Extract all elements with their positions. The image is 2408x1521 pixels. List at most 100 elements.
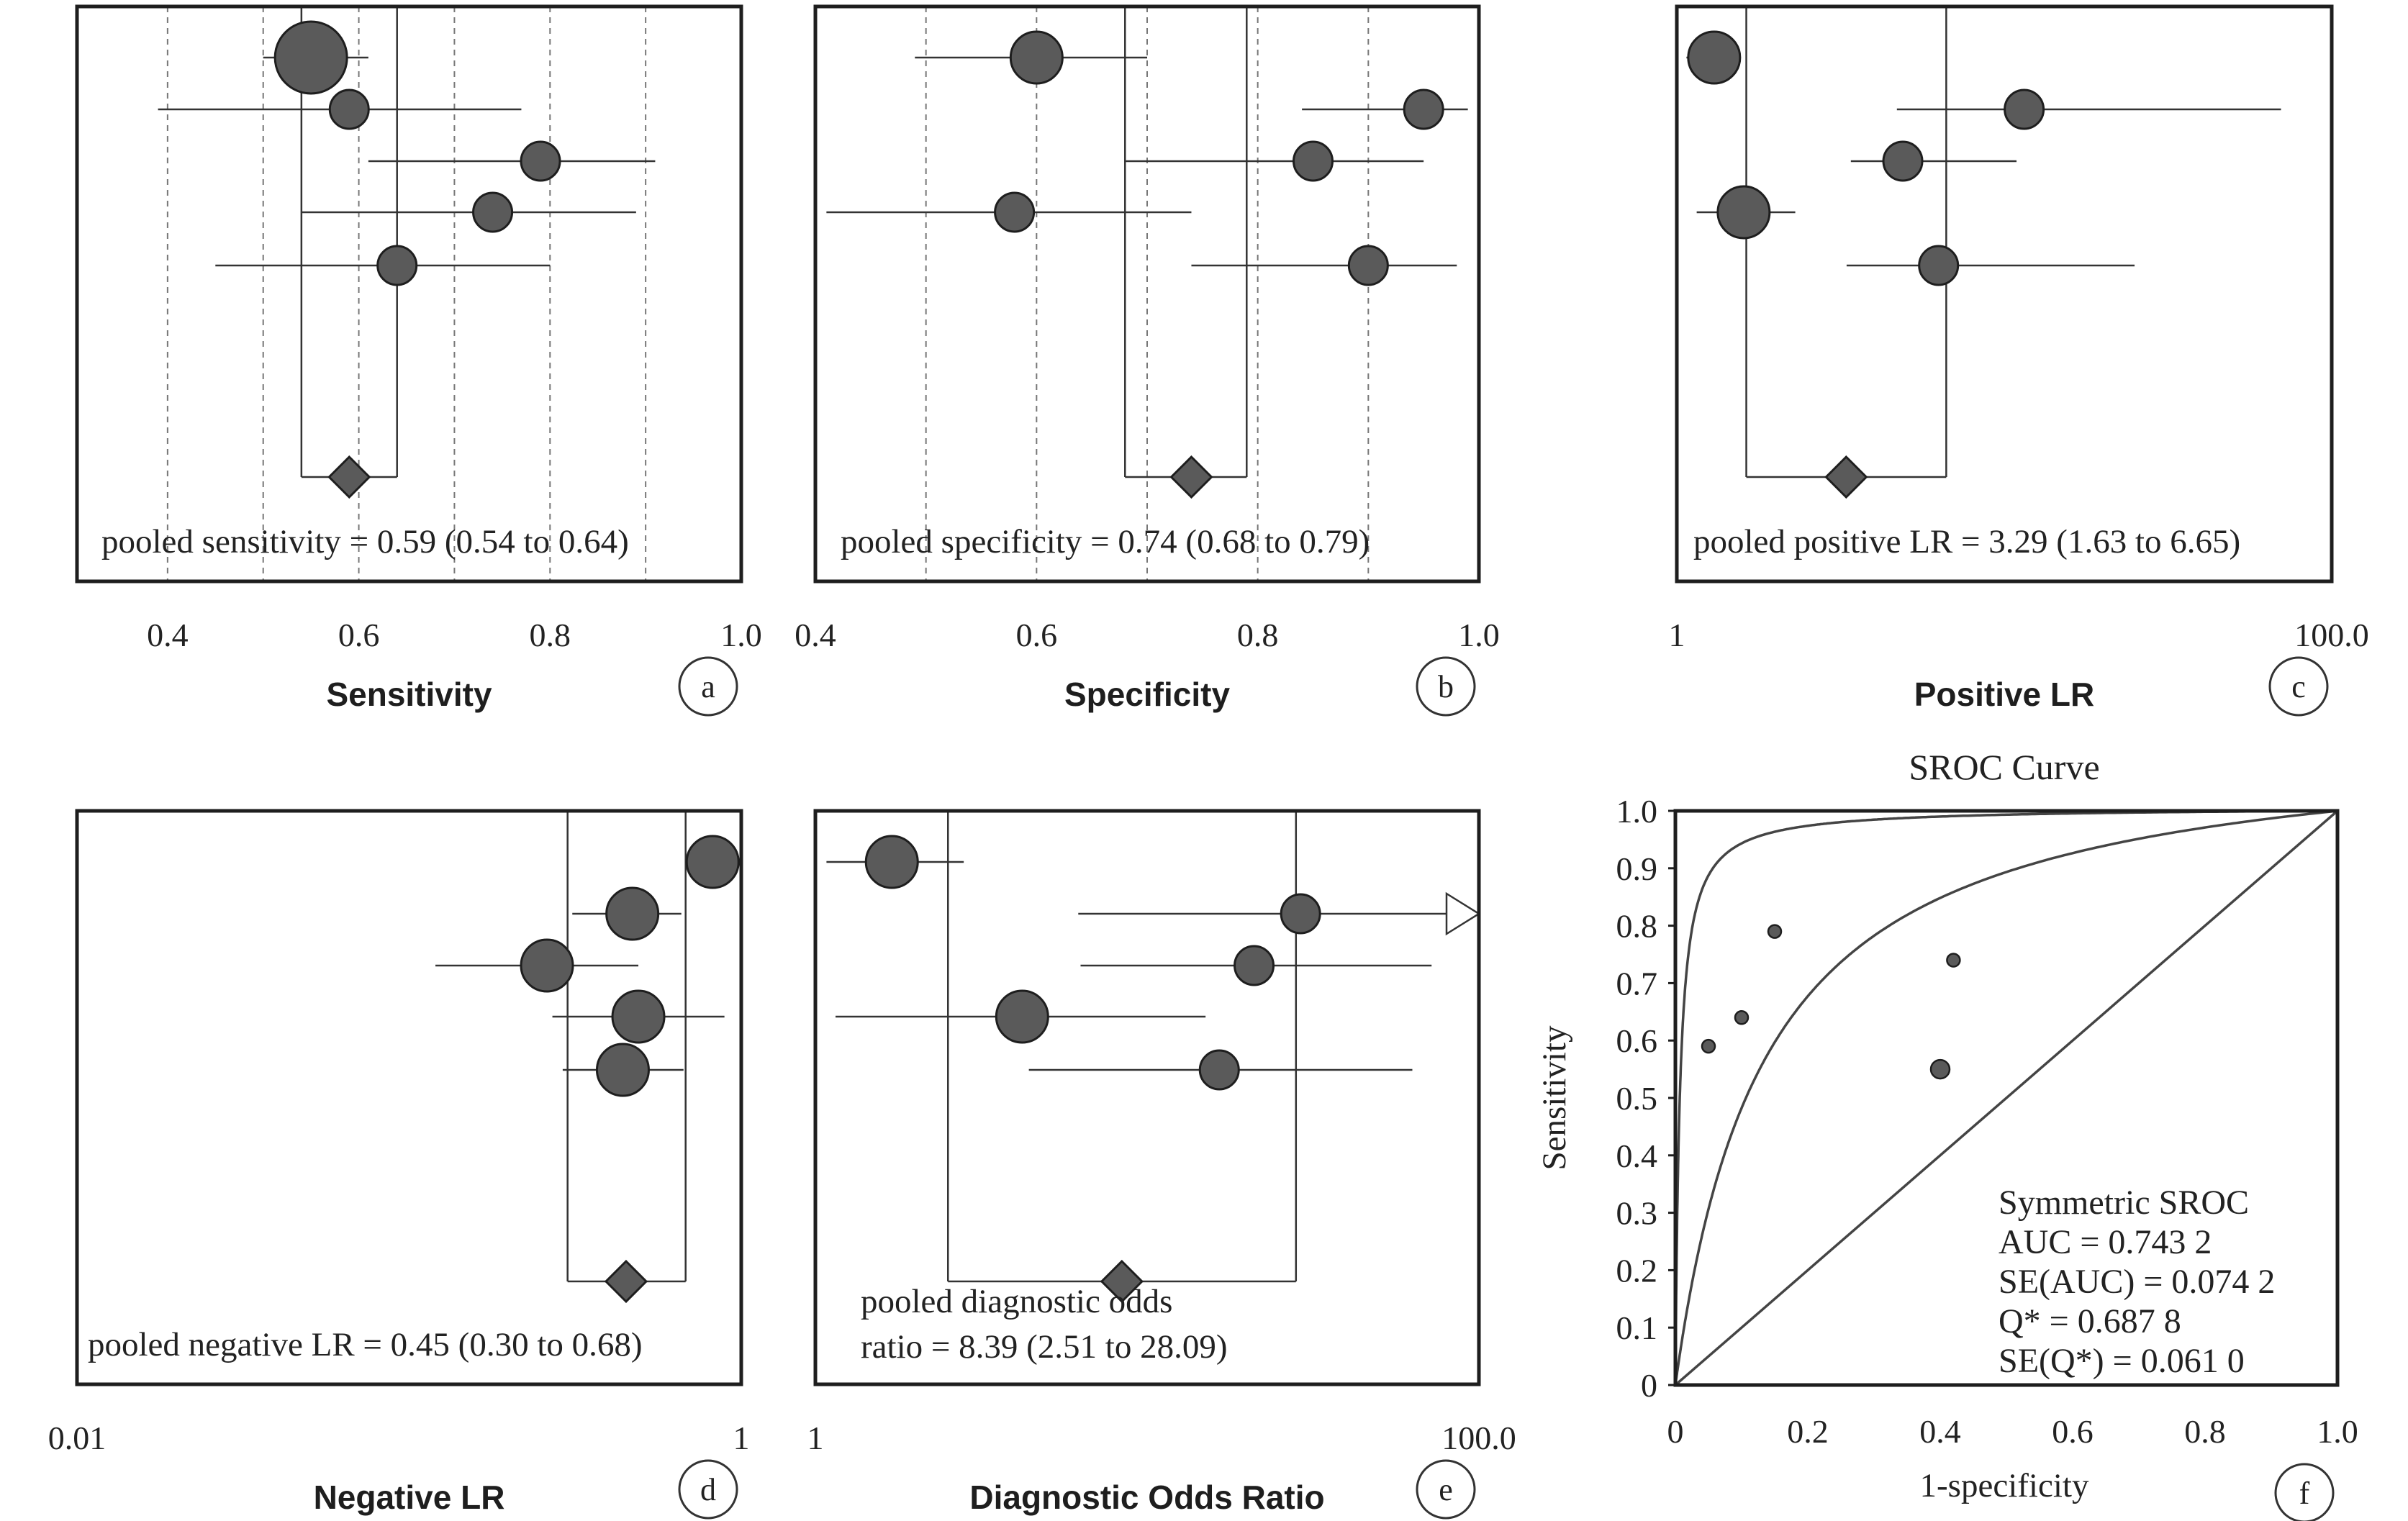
x-tick-label: 100.0 [1441,1420,1516,1456]
panel-letter-text: d [700,1472,716,1507]
pooled-estimate-text: pooled negative LR = 0.45 (0.30 to 0.68) [88,1326,643,1363]
study-point [1403,88,1444,130]
pooled-estimate-text: pooled diagnostic odds [861,1283,1172,1320]
study-point [1946,953,1961,968]
study-point [1009,30,1064,85]
pooled-diamond [1824,455,1868,499]
x-tick-label: 1.0 [2317,1413,2358,1450]
y-tick-label: 0.3 [1616,1195,1658,1232]
panel-letter-d: d [678,1459,738,1520]
x-tick-label: 1.0 [1458,617,1500,653]
study-point [1734,1010,1750,1025]
panel-letter-c: c [2268,656,2329,717]
panel-letter-text: f [2299,1476,2310,1511]
sroc-stats-text: Q* = 0.687 8 [1999,1302,2181,1340]
chart-title: SROC Curve [1909,747,2099,787]
study-point [1234,945,1275,986]
pooled-estimate-text: pooled specificity = 0.74 (0.68 to 0.79) [841,523,1370,560]
panel-letter-text: e [1439,1472,1453,1507]
panel-letter-circle [678,656,738,717]
plot-frame [75,4,743,584]
x-axis-label: Positive LR [1914,676,2095,713]
panel-letter-circle [1416,1459,1476,1520]
study-point [472,191,514,233]
x-axis-label: Negative LR [314,1479,505,1516]
sroc-stats-text: AUC = 0.743 2 [1999,1223,2212,1261]
y-axis-label: Sensitivity [1536,1025,1573,1171]
study-point [1198,1049,1240,1091]
study-point [1347,245,1389,286]
y-tick-label: 0.4 [1616,1138,1658,1174]
study-point [1767,924,1783,939]
pooled-estimate-text: pooled positive LR = 3.29 (1.63 to 6.65) [1693,523,2240,560]
x-tick-label: 0.01 [48,1420,107,1456]
x-tick-label: 1 [1669,617,1685,653]
panel-letter-text: b [1438,669,1454,704]
panel-f: SROC Curve 0 0.1 0.2 0.3 0.4 0.5 0.6 0.7 0.8 0.9 1.… [1536,747,2358,1504]
study-point [1701,1038,1716,1054]
panel-d: pooled negative LR = 0.45 (0.30 to 0.68)… [48,809,750,1516]
panel-e: pooled diagnostic odds ratio = 8.39 (2.51… [807,809,1516,1516]
panel-letter-a: a [678,656,738,717]
sroc-curve [1674,809,2339,1386]
study-point [611,989,666,1044]
x-tick-label: 0.4 [795,617,836,653]
x-tick-label: 0.2 [1787,1413,1829,1450]
y-tick-label: 0.5 [1616,1080,1658,1117]
y-tick-label: 0 [1641,1367,1657,1404]
study-point [1716,185,1771,240]
study-point [595,1043,650,1097]
y-tick-label: 1.0 [1616,793,1658,830]
plot-frame [1675,4,2334,584]
plot-frame [813,4,1481,584]
x-tick-label: 0.6 [1016,617,1058,653]
pooled-diamond [604,1259,648,1304]
y-tick-label: 0.1 [1616,1309,1658,1346]
study-point [994,191,1036,233]
pooled-estimate-text: ratio = 8.39 (2.51 to 28.09) [861,1328,1228,1366]
pooled-diamond [1169,455,1213,499]
study-point [1293,140,1334,182]
x-tick-label: 0.8 [2184,1413,2226,1450]
x-tick-label: 0.6 [2052,1413,2094,1450]
panel-a: pooled sensitivity = 0.59 (0.54 to 0.64)… [75,4,762,713]
panel-letter-circle [678,1459,738,1520]
panel-letter-f: f [2274,1463,2335,1521]
panel-letter-text: c [2291,669,2306,704]
panel-c: pooled positive LR = 3.29 (1.63 to 6.65)… [1669,4,2369,713]
sroc-curve [1674,809,2337,1385]
study-point [1929,1058,1951,1080]
study-ci-arrow [1445,891,1481,936]
x-tick-label: 0.8 [530,617,571,653]
x-axis-label: Specificity [1064,676,1231,713]
x-tick-label: 0.6 [338,617,380,653]
x-axis-label: Diagnostic Odds Ratio [969,1479,1324,1516]
sroc-curve [1674,809,2338,1386]
pooled-diamond [327,455,371,499]
study-point [273,20,348,95]
x-axis-label: Sensitivity [326,676,492,713]
x-axis-label: 1-specificity [1920,1467,2089,1504]
study-point [520,140,561,182]
sroc-stats-text: Symmetric SROC [1999,1184,2249,1222]
x-tick-label: 0 [1667,1413,1684,1450]
study-point [2004,88,2045,130]
sroc-stats-text: SE(Q*) = 0.061 0 [1999,1342,2245,1380]
x-tick-label: 100.0 [2294,617,2369,653]
study-point [1918,245,1960,286]
panel-b: pooled specificity = 0.74 (0.68 to 0.79)… [795,4,1500,713]
x-tick-label: 0.4 [1919,1413,1961,1450]
plot-frame [75,809,743,1386]
x-tick-label: 0.8 [1237,617,1279,653]
panel-letter-circle [2268,656,2329,717]
panel-letter-circle [2274,1463,2335,1521]
y-tick-label: 0.9 [1616,850,1658,887]
x-tick-label: 1 [733,1420,750,1456]
y-tick-label: 0.6 [1616,1022,1658,1059]
panel-letter-e: e [1416,1459,1476,1520]
panel-letter-circle [1416,656,1476,717]
x-tick-label: 0.4 [147,617,189,653]
pooled-diamond [1100,1259,1144,1304]
study-point [605,886,660,941]
